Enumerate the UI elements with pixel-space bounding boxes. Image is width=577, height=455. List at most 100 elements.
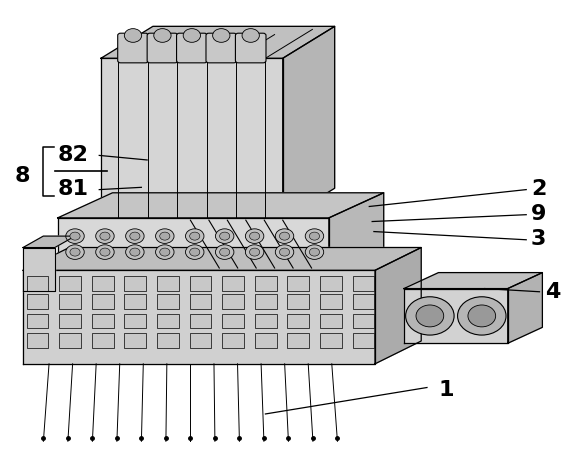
Circle shape — [406, 297, 454, 335]
FancyBboxPatch shape — [147, 34, 178, 64]
FancyBboxPatch shape — [189, 314, 211, 329]
Circle shape — [130, 248, 140, 257]
Polygon shape — [375, 248, 421, 364]
FancyBboxPatch shape — [353, 295, 374, 309]
Polygon shape — [23, 248, 421, 271]
FancyBboxPatch shape — [235, 34, 266, 64]
FancyBboxPatch shape — [59, 277, 81, 291]
FancyBboxPatch shape — [157, 295, 179, 309]
Circle shape — [156, 245, 174, 260]
Circle shape — [249, 248, 260, 257]
Polygon shape — [23, 271, 375, 364]
Circle shape — [100, 248, 110, 257]
Circle shape — [126, 229, 144, 244]
FancyBboxPatch shape — [287, 314, 309, 329]
Circle shape — [275, 245, 294, 260]
Circle shape — [245, 229, 264, 244]
Circle shape — [185, 245, 204, 260]
FancyBboxPatch shape — [59, 334, 81, 348]
FancyBboxPatch shape — [92, 334, 114, 348]
Circle shape — [66, 245, 84, 260]
FancyBboxPatch shape — [92, 314, 114, 329]
Text: 3: 3 — [531, 229, 546, 249]
Polygon shape — [508, 273, 542, 344]
FancyBboxPatch shape — [92, 277, 114, 291]
Circle shape — [249, 233, 260, 241]
FancyBboxPatch shape — [59, 295, 81, 309]
FancyBboxPatch shape — [353, 334, 374, 348]
Circle shape — [96, 245, 114, 260]
FancyBboxPatch shape — [254, 277, 276, 291]
FancyBboxPatch shape — [157, 277, 179, 291]
Polygon shape — [58, 218, 329, 275]
FancyBboxPatch shape — [118, 34, 148, 64]
Circle shape — [185, 229, 204, 244]
Circle shape — [190, 233, 200, 241]
Text: 82: 82 — [58, 145, 89, 165]
FancyBboxPatch shape — [189, 295, 211, 309]
Circle shape — [66, 229, 84, 244]
FancyBboxPatch shape — [287, 277, 309, 291]
FancyBboxPatch shape — [320, 334, 342, 348]
Circle shape — [160, 248, 170, 257]
FancyBboxPatch shape — [189, 334, 211, 348]
Polygon shape — [101, 27, 335, 59]
FancyBboxPatch shape — [222, 277, 244, 291]
FancyBboxPatch shape — [320, 277, 342, 291]
Circle shape — [220, 233, 230, 241]
FancyBboxPatch shape — [27, 314, 48, 329]
FancyBboxPatch shape — [124, 314, 146, 329]
FancyBboxPatch shape — [353, 314, 374, 329]
FancyBboxPatch shape — [222, 334, 244, 348]
Circle shape — [309, 233, 320, 241]
FancyBboxPatch shape — [287, 295, 309, 309]
Circle shape — [183, 30, 201, 43]
Circle shape — [130, 233, 140, 241]
FancyBboxPatch shape — [254, 314, 276, 329]
FancyBboxPatch shape — [124, 295, 146, 309]
Circle shape — [305, 229, 324, 244]
FancyBboxPatch shape — [320, 295, 342, 309]
Circle shape — [220, 248, 230, 257]
Circle shape — [156, 229, 174, 244]
Text: 2: 2 — [531, 179, 546, 199]
FancyBboxPatch shape — [27, 334, 48, 348]
Polygon shape — [283, 27, 335, 221]
FancyBboxPatch shape — [222, 314, 244, 329]
FancyBboxPatch shape — [177, 34, 207, 64]
Polygon shape — [23, 237, 75, 248]
Circle shape — [153, 30, 171, 43]
Circle shape — [468, 305, 496, 327]
FancyBboxPatch shape — [124, 334, 146, 348]
Text: 1: 1 — [439, 379, 454, 399]
Text: 9: 9 — [531, 204, 546, 224]
FancyBboxPatch shape — [92, 295, 114, 309]
FancyBboxPatch shape — [254, 334, 276, 348]
Circle shape — [190, 248, 200, 257]
Circle shape — [215, 229, 234, 244]
Text: 4: 4 — [545, 281, 561, 301]
Circle shape — [275, 229, 294, 244]
Circle shape — [458, 297, 506, 335]
FancyBboxPatch shape — [157, 334, 179, 348]
FancyBboxPatch shape — [124, 277, 146, 291]
FancyBboxPatch shape — [222, 295, 244, 309]
FancyBboxPatch shape — [189, 277, 211, 291]
Polygon shape — [329, 193, 384, 275]
Text: 81: 81 — [58, 179, 89, 199]
Circle shape — [416, 305, 444, 327]
FancyBboxPatch shape — [27, 277, 48, 291]
Circle shape — [309, 248, 320, 257]
FancyBboxPatch shape — [157, 314, 179, 329]
Circle shape — [279, 248, 290, 257]
Circle shape — [96, 229, 114, 244]
FancyBboxPatch shape — [27, 295, 48, 309]
FancyBboxPatch shape — [206, 34, 237, 64]
Circle shape — [70, 233, 80, 241]
Polygon shape — [404, 289, 508, 344]
Circle shape — [215, 245, 234, 260]
FancyBboxPatch shape — [287, 334, 309, 348]
Polygon shape — [23, 248, 55, 291]
Circle shape — [124, 30, 141, 43]
Circle shape — [279, 233, 290, 241]
